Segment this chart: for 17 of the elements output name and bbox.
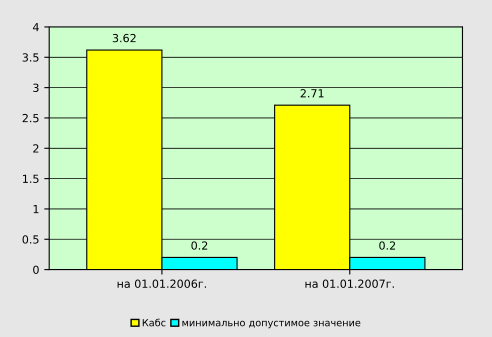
y-tick-label: 3 xyxy=(33,84,39,92)
y-tick-label: 1.5 xyxy=(23,174,39,183)
legend-label: минимально допустимое значение xyxy=(182,320,360,328)
x-tick-label: на 01.01.2007г. xyxy=(305,280,394,288)
x-tick-label: на 01.01.2006г. xyxy=(118,280,206,288)
y-tick-label: 1 xyxy=(34,205,38,214)
y-tick-label: 2.5 xyxy=(22,114,39,122)
y-tick-label: 0.5 xyxy=(22,235,39,244)
data-label: 2.71 xyxy=(300,89,324,98)
y-tick-label: 4 xyxy=(32,23,39,32)
data-label: 3.62 xyxy=(112,34,136,42)
y-tick-label: 0 xyxy=(33,266,39,274)
data-label: 0.2 xyxy=(379,241,396,250)
y-tick-label: 2 xyxy=(33,144,38,152)
y-tick-label: 3.5 xyxy=(22,53,39,62)
legend-label: Кабс xyxy=(142,318,166,326)
data-label: 0.2 xyxy=(191,241,208,250)
